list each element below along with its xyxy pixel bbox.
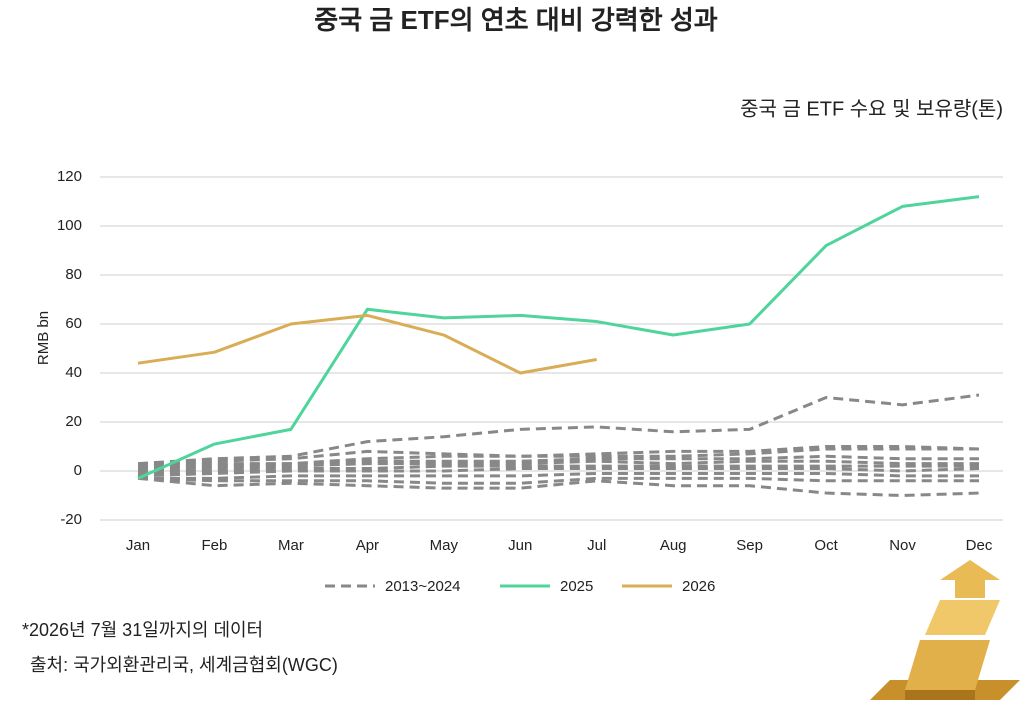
history-line: [137, 459, 979, 475]
y-tick-label: 0: [74, 462, 82, 479]
x-tick-label: Jun: [508, 537, 532, 554]
legend-label: 2025: [560, 578, 593, 595]
x-tick-label: Jul: [587, 537, 606, 554]
legend-label: 2013~2024: [385, 578, 461, 595]
y-tick-label: 40: [65, 364, 82, 381]
history-line: [138, 471, 979, 480]
y-tick-label: 120: [57, 168, 82, 185]
x-tick-label: Sep: [736, 537, 763, 554]
x-tick-label: Oct: [814, 537, 838, 554]
x-tick-label: Dec: [966, 537, 993, 554]
series-line: [137, 195, 980, 480]
chart-title: 중국 금 ETF의 연초 대비 강력한 성과: [314, 5, 717, 35]
x-tick-label: Mar: [278, 537, 304, 554]
history-line: [137, 476, 979, 485]
y-tick-label: 100: [57, 217, 82, 234]
x-tick-label: Jan: [126, 537, 150, 554]
history-line: [137, 447, 979, 471]
legend-label: 2026: [682, 578, 715, 595]
x-tick-label: May: [430, 537, 459, 554]
x-tick-label: Apr: [356, 537, 379, 554]
y-tick-label: 60: [65, 315, 82, 332]
history-line: [137, 467, 980, 478]
series-line: [137, 313, 597, 375]
x-tick-label: Nov: [889, 537, 916, 554]
history-line: [137, 476, 980, 497]
note: *2026년 7월 31일까지의 데이터: [22, 620, 263, 640]
history-line: [137, 464, 979, 478]
x-tick-label: Aug: [660, 537, 687, 554]
chart-subtitle: 중국 금 ETF 수요 및 보유량(톤): [740, 97, 1003, 120]
source: 출처: 국가외환관리국, 세계금협회(WGC): [30, 655, 338, 675]
history-line: [137, 454, 979, 473]
history-line: [137, 393, 980, 466]
gold-bars-illustration: [870, 560, 1020, 700]
y-axis-label: RMB bn: [35, 311, 52, 365]
y-tick-label: 20: [65, 413, 82, 430]
x-tick-label: Feb: [202, 537, 228, 554]
y-tick-label: 80: [65, 266, 82, 283]
y-tick-label: -20: [60, 511, 82, 528]
